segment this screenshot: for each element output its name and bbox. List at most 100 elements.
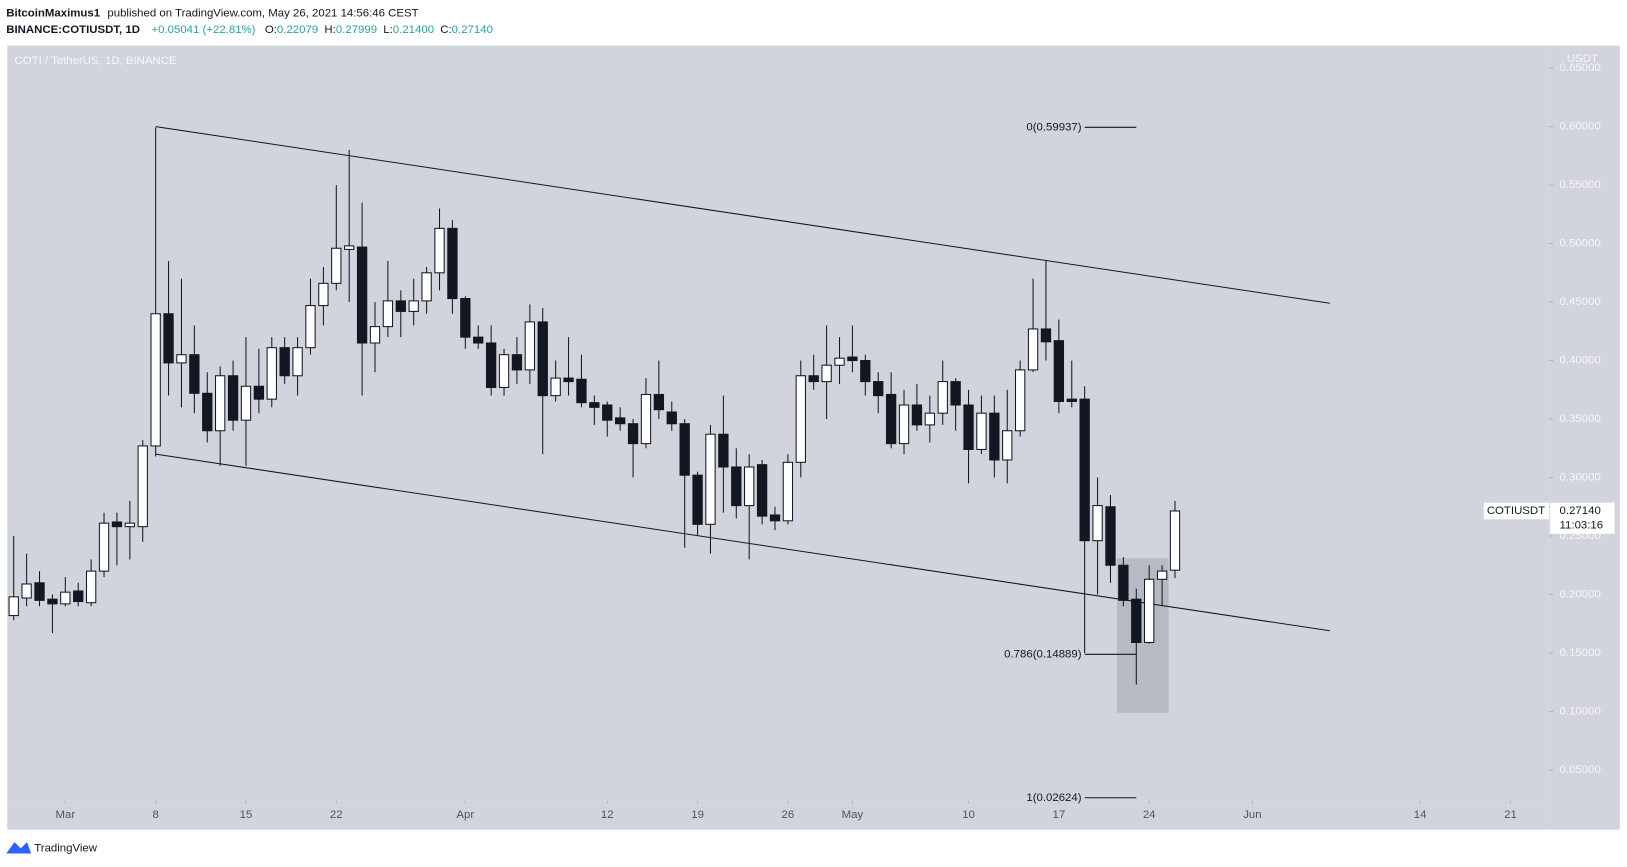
candle-body <box>718 433 729 468</box>
candle-body <box>756 464 768 517</box>
candle-body <box>937 381 948 414</box>
candle-body <box>227 375 239 421</box>
ohlc-value: 0.27999 <box>336 24 377 36</box>
candle-body <box>434 227 445 274</box>
countdown: 11:03:16 <box>1560 520 1604 532</box>
ohlc-label: C: <box>440 24 451 36</box>
symbol: BINANCE:COTIUSDT, 1D <box>6 24 140 36</box>
candle-body <box>395 300 406 312</box>
candle-body <box>421 272 432 302</box>
candle-body <box>369 326 381 344</box>
candle-body <box>447 227 458 300</box>
candle-body <box>550 377 561 397</box>
x-tick-label: 12 <box>601 809 614 821</box>
price-axis <box>1549 45 1620 830</box>
x-tick-label: 10 <box>962 809 975 821</box>
candle-body <box>963 404 974 450</box>
candle-body <box>124 522 136 528</box>
candle-body <box>821 364 832 383</box>
candle-body <box>344 245 355 250</box>
axis-unit: USDT <box>1567 53 1598 65</box>
y-tick-label: 0.05000 <box>1560 764 1601 776</box>
candle-body <box>1092 505 1103 542</box>
candle-body <box>769 514 781 522</box>
candle-body <box>589 402 600 408</box>
candle-body <box>1079 398 1090 542</box>
candle-body <box>640 393 652 445</box>
candle-body <box>150 313 161 447</box>
candle-body <box>331 247 342 284</box>
candle-body <box>98 522 110 572</box>
chart-title: COTI / TetherUS, 1D, BINANCE <box>15 55 177 67</box>
candle-body <box>524 321 536 371</box>
candle-body <box>782 461 794 522</box>
candle-body <box>614 417 626 425</box>
candle-body <box>8 596 19 617</box>
candle-body <box>111 521 123 528</box>
candle-body <box>1027 328 1039 371</box>
candle-body <box>834 357 845 366</box>
candle-body <box>85 570 97 604</box>
candle-body <box>266 347 277 400</box>
candle-body <box>795 375 806 463</box>
candle-body <box>537 321 548 397</box>
y-tick-label: 0.50000 <box>1560 238 1601 250</box>
ohlc-value: 0.21400 <box>393 24 434 36</box>
x-tick-label: 22 <box>330 809 343 821</box>
time-axis <box>7 800 1550 830</box>
candle-body <box>705 433 716 525</box>
change: +0.05041 (+22.81%) <box>151 24 255 36</box>
candle-body <box>924 412 935 426</box>
trend-line <box>155 126 1330 304</box>
candle-body <box>292 347 303 377</box>
candle-body <box>950 381 961 406</box>
x-tick-label: Jun <box>1243 809 1261 821</box>
y-tick-label: 0.30000 <box>1560 472 1601 484</box>
fib-label: 0.786(0.14889) <box>1004 648 1082 660</box>
x-tick-label: Mar <box>55 809 75 821</box>
x-tick-label: 26 <box>782 809 795 821</box>
ohlc-label: L: <box>383 24 393 36</box>
plot <box>8 126 1330 713</box>
x-tick-label: 8 <box>152 809 158 821</box>
fib-label: 1(0.02624) <box>1026 792 1081 804</box>
candle-body <box>60 591 71 605</box>
ohlc-label: O: <box>265 24 277 36</box>
symbol-line: BINANCE:COTIUSDT, 1D +0.05041 (+22.81%) … <box>6 24 493 36</box>
y-tick-label: 0.60000 <box>1560 121 1601 133</box>
candle-body <box>73 590 84 603</box>
x-tick-label: 21 <box>1504 809 1517 821</box>
candle-body <box>911 404 923 426</box>
candle-body <box>563 377 574 383</box>
candle-body <box>679 423 690 476</box>
y-tick-label: 0.45000 <box>1560 296 1601 308</box>
x-tick-label: May <box>842 809 864 821</box>
x-tick-label: 15 <box>240 809 253 821</box>
candle-body <box>885 393 897 445</box>
candle-body <box>692 474 703 525</box>
candle-body <box>511 354 523 371</box>
x-tick-label: Apr <box>456 809 474 821</box>
candle-body <box>214 375 226 432</box>
candle-body <box>1144 578 1155 643</box>
logo-icon <box>6 842 32 854</box>
candle-body <box>602 404 613 421</box>
symbol-box <box>1483 502 1550 520</box>
candle-body <box>898 404 910 445</box>
candle-body <box>1040 328 1052 343</box>
candle-body <box>189 354 200 394</box>
ohlc-label: H: <box>324 24 335 36</box>
chart-pane <box>7 45 1550 801</box>
candle-body <box>847 356 858 362</box>
candle-body <box>253 385 265 400</box>
x-tick-label: 14 <box>1414 809 1427 821</box>
candle-body <box>240 385 252 421</box>
brand: TradingView <box>34 842 98 854</box>
y-tick-label: 0.40000 <box>1560 355 1601 367</box>
candle-body <box>318 282 329 307</box>
candle-body <box>382 300 394 328</box>
candle-body <box>1131 598 1142 643</box>
candle-body <box>808 375 819 383</box>
candle-body <box>176 354 187 364</box>
